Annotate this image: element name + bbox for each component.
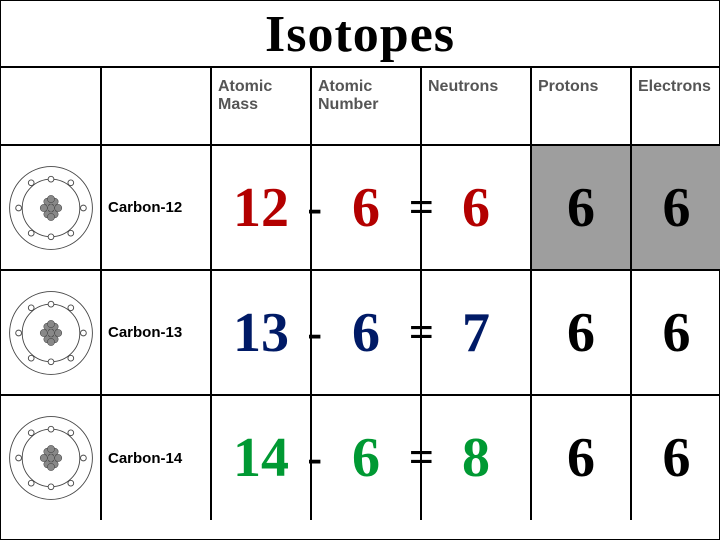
col-neutrons: Neutrons <box>421 68 531 145</box>
atom-diagram-cell <box>1 270 101 395</box>
electrons: 6 <box>631 395 720 520</box>
neutrons: 7 <box>421 270 531 395</box>
isotope-name: Carbon-13 <box>101 270 211 395</box>
electrons: 6 <box>631 270 720 395</box>
atom-icon <box>6 288 96 378</box>
electrons: 6 <box>631 145 720 270</box>
atomic-number: 6 <box>311 395 421 520</box>
table-header-row: Atomic Mass Atomic Number Neutrons Proto… <box>1 68 720 145</box>
protons: 6 <box>531 270 631 395</box>
table-row: Carbon-13 13 6 7 6 6 <box>1 270 720 395</box>
page-title: Isotopes <box>1 1 719 68</box>
neutrons: 6 <box>421 145 531 270</box>
col-image <box>1 68 101 145</box>
col-protons: Protons <box>531 68 631 145</box>
col-number: Atomic Number <box>311 68 421 145</box>
table-row: Carbon-14 14 6 8 6 6 <box>1 395 720 520</box>
atomic-number: 6 <box>311 270 421 395</box>
isotope-table: Atomic Mass Atomic Number Neutrons Proto… <box>1 68 720 520</box>
col-electrons: Electrons <box>631 68 720 145</box>
isotope-name: Carbon-14 <box>101 395 211 520</box>
atom-diagram-cell <box>1 395 101 520</box>
atomic-mass: 14 <box>211 395 311 520</box>
atom-icon <box>6 163 96 253</box>
neutrons: 8 <box>421 395 531 520</box>
col-isotope <box>101 68 211 145</box>
isotope-name: Carbon-12 <box>101 145 211 270</box>
atomic-number: 6 <box>311 145 421 270</box>
atom-diagram-cell <box>1 145 101 270</box>
atomic-mass: 13 <box>211 270 311 395</box>
atomic-mass: 12 <box>211 145 311 270</box>
protons: 6 <box>531 395 631 520</box>
protons: 6 <box>531 145 631 270</box>
col-mass: Atomic Mass <box>211 68 311 145</box>
table-row: Carbon-12 12 6 6 6 6 <box>1 145 720 270</box>
atom-icon <box>6 413 96 503</box>
